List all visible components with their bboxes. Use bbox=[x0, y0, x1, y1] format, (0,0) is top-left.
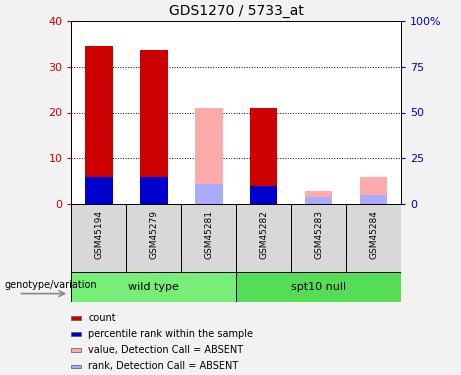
Text: GSM45279: GSM45279 bbox=[149, 210, 159, 259]
Text: GSM45282: GSM45282 bbox=[259, 210, 268, 259]
Bar bbox=[71, 204, 126, 272]
Bar bbox=[71, 332, 81, 336]
Bar bbox=[140, 177, 168, 204]
Text: spt10 null: spt10 null bbox=[291, 282, 346, 292]
Bar bbox=[71, 364, 81, 368]
Bar bbox=[360, 195, 387, 204]
Bar bbox=[360, 177, 387, 204]
Text: genotype/variation: genotype/variation bbox=[5, 280, 97, 290]
Bar bbox=[85, 46, 112, 204]
Bar bbox=[236, 204, 291, 272]
Bar bbox=[291, 204, 346, 272]
Title: GDS1270 / 5733_at: GDS1270 / 5733_at bbox=[169, 4, 304, 18]
Bar bbox=[71, 348, 81, 352]
Bar bbox=[195, 108, 223, 204]
Text: value, Detection Call = ABSENT: value, Detection Call = ABSENT bbox=[89, 345, 243, 355]
Bar bbox=[181, 204, 236, 272]
Bar bbox=[71, 272, 236, 302]
Text: GSM45284: GSM45284 bbox=[369, 210, 378, 259]
Text: GSM45283: GSM45283 bbox=[314, 210, 323, 259]
Bar bbox=[195, 184, 223, 204]
Text: GSM45281: GSM45281 bbox=[204, 210, 213, 259]
Text: percentile rank within the sample: percentile rank within the sample bbox=[89, 329, 254, 339]
Bar bbox=[250, 186, 278, 204]
Bar bbox=[346, 204, 401, 272]
Bar bbox=[236, 272, 401, 302]
Bar bbox=[85, 177, 112, 204]
Bar bbox=[305, 190, 332, 204]
Bar bbox=[250, 108, 278, 204]
Bar bbox=[305, 198, 332, 204]
Bar bbox=[140, 51, 168, 204]
Text: GSM45194: GSM45194 bbox=[95, 210, 103, 259]
Text: count: count bbox=[89, 313, 116, 323]
Text: wild type: wild type bbox=[129, 282, 179, 292]
Bar bbox=[71, 316, 81, 320]
Text: rank, Detection Call = ABSENT: rank, Detection Call = ABSENT bbox=[89, 362, 239, 371]
Bar bbox=[126, 204, 181, 272]
